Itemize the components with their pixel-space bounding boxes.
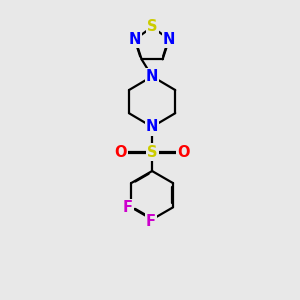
Text: O: O (114, 145, 127, 160)
Text: N: N (146, 69, 158, 84)
Text: O: O (177, 145, 190, 160)
Text: N: N (163, 32, 175, 47)
Text: N: N (129, 32, 141, 47)
Text: N: N (146, 119, 158, 134)
Text: F: F (146, 214, 156, 229)
Text: F: F (123, 200, 133, 215)
Text: S: S (147, 20, 158, 34)
Text: S: S (147, 145, 158, 160)
